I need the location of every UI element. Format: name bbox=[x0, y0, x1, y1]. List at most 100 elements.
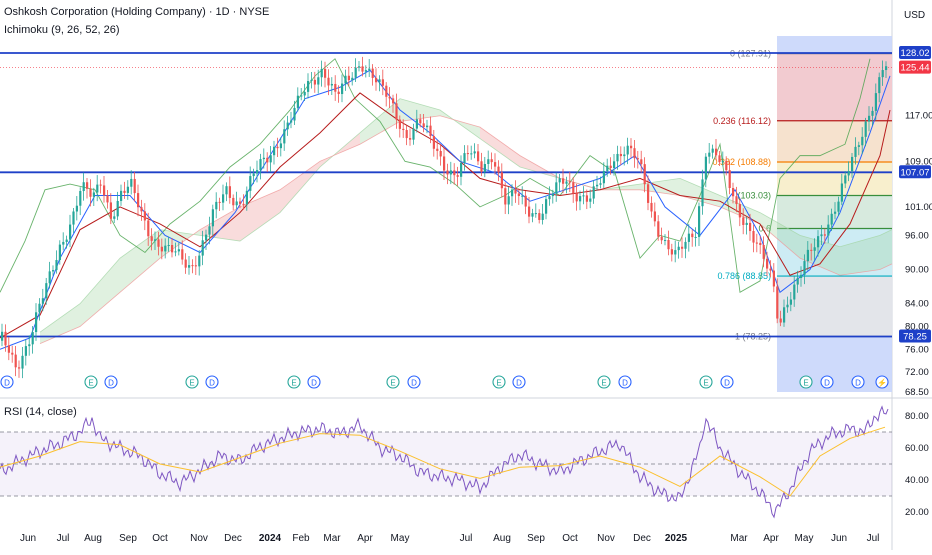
candle-body bbox=[446, 170, 449, 175]
time-tick-label: Apr bbox=[357, 533, 373, 544]
candle-body bbox=[283, 129, 286, 144]
event-marker-label: E bbox=[496, 379, 501, 388]
candle-body bbox=[534, 213, 537, 215]
candle-body bbox=[201, 240, 204, 256]
candle-body bbox=[347, 75, 350, 81]
candle-body bbox=[31, 332, 34, 345]
candle-body bbox=[167, 245, 170, 247]
candle-body bbox=[847, 171, 850, 176]
candle-body bbox=[266, 157, 269, 163]
price-tick-label: 68.50 bbox=[905, 387, 929, 398]
candle-body bbox=[769, 268, 772, 271]
candle-body bbox=[810, 249, 813, 251]
candle-body bbox=[109, 202, 112, 219]
candle-body bbox=[317, 77, 320, 85]
candle-body bbox=[626, 145, 629, 155]
event-marker-icon bbox=[386, 375, 400, 389]
candle-body bbox=[140, 207, 143, 212]
candle-body bbox=[443, 156, 446, 171]
candle-body bbox=[687, 233, 690, 242]
candle-body bbox=[834, 211, 837, 214]
time-tick-label: Jul bbox=[57, 533, 70, 544]
time-tick-label: Feb bbox=[292, 533, 310, 544]
candle-body bbox=[198, 255, 201, 267]
candle-body bbox=[24, 346, 27, 356]
price-tag-bg bbox=[899, 60, 931, 74]
candle-body bbox=[126, 186, 129, 193]
event-marker-label: D bbox=[516, 379, 522, 388]
candle-body bbox=[273, 146, 276, 156]
time-tick-label: May bbox=[391, 533, 410, 544]
candle-body bbox=[568, 181, 571, 183]
candle-body bbox=[470, 153, 473, 155]
candle-body bbox=[803, 261, 806, 275]
fib-zone-0 bbox=[777, 53, 892, 121]
candle-body bbox=[524, 195, 527, 207]
fib-label-0.236: 0.236 (116.12) bbox=[713, 116, 771, 126]
candle-body bbox=[494, 162, 497, 167]
candle-body bbox=[711, 148, 714, 153]
indicator-legend[interactable]: Ichimoku (9, 26, 52, 26) bbox=[4, 24, 120, 36]
candle-body bbox=[701, 179, 704, 207]
price-tick-label: 101.00 bbox=[905, 202, 932, 213]
candle-body bbox=[483, 163, 486, 172]
event-marker-label: E bbox=[803, 379, 808, 388]
rsi-legend[interactable]: RSI (14, close) bbox=[4, 406, 77, 418]
candle-body bbox=[677, 246, 680, 251]
candle-body bbox=[174, 251, 177, 253]
candle-body bbox=[487, 159, 490, 164]
candle-body bbox=[412, 128, 415, 140]
candle-body bbox=[844, 175, 847, 184]
candle-body bbox=[232, 197, 235, 206]
time-tick-label: Sep bbox=[527, 533, 545, 544]
event-marker-label: D bbox=[209, 379, 215, 388]
price-tick-label: 76.00 bbox=[905, 344, 929, 355]
candle-body bbox=[630, 145, 633, 149]
candle-body bbox=[45, 283, 48, 299]
candle-body bbox=[35, 312, 38, 333]
candle-body bbox=[840, 183, 843, 202]
event-marker-label: D bbox=[724, 379, 730, 388]
candle-body bbox=[52, 270, 55, 272]
time-tick-label: Aug bbox=[493, 533, 511, 544]
candle-body bbox=[7, 345, 10, 353]
candle-body bbox=[681, 246, 684, 249]
candle-body bbox=[409, 138, 412, 140]
rsi-ma-line bbox=[0, 426, 886, 497]
time-tick-label: 2025 bbox=[665, 533, 688, 544]
event-marker-label: D bbox=[622, 379, 628, 388]
candle-body bbox=[728, 170, 731, 189]
tenkan-sen-line bbox=[0, 69, 891, 350]
ichimoku-cloud-segment bbox=[280, 161, 320, 213]
candle-body bbox=[823, 234, 826, 236]
candle-body bbox=[657, 221, 660, 237]
candle-body bbox=[813, 247, 816, 251]
time-tick-label: Mar bbox=[323, 533, 341, 544]
price-tag-bg bbox=[899, 45, 931, 59]
price-tag-label: 128.02 bbox=[900, 48, 929, 59]
candle-body bbox=[732, 188, 735, 197]
rsi-tick-label: 20.00 bbox=[905, 507, 929, 518]
candle-body bbox=[800, 274, 803, 278]
price-tick-label: 109.00 bbox=[905, 156, 932, 167]
candle-body bbox=[286, 122, 289, 130]
candle-body bbox=[721, 161, 724, 163]
event-marker-label: E bbox=[189, 379, 194, 388]
candle-body bbox=[99, 184, 102, 186]
candle-body bbox=[89, 188, 92, 197]
candle-body bbox=[137, 193, 140, 208]
event-marker-icon bbox=[618, 375, 632, 389]
fib-label-0.5: (103.03) bbox=[737, 190, 771, 200]
time-tick-label: Dec bbox=[633, 533, 651, 544]
fib-label-0.786: 0.786 (88.85) bbox=[717, 271, 771, 281]
candle-body bbox=[225, 186, 228, 195]
candle-body bbox=[164, 245, 167, 252]
candle-body bbox=[545, 199, 548, 214]
event-marker-label: E bbox=[390, 379, 395, 388]
candle-body bbox=[596, 184, 599, 187]
time-tick-label: 2024 bbox=[259, 533, 282, 544]
ichimoku-cloud-segment bbox=[840, 235, 880, 276]
candle-body bbox=[548, 196, 551, 200]
candle-body bbox=[572, 182, 575, 194]
rsi-line bbox=[0, 405, 889, 519]
